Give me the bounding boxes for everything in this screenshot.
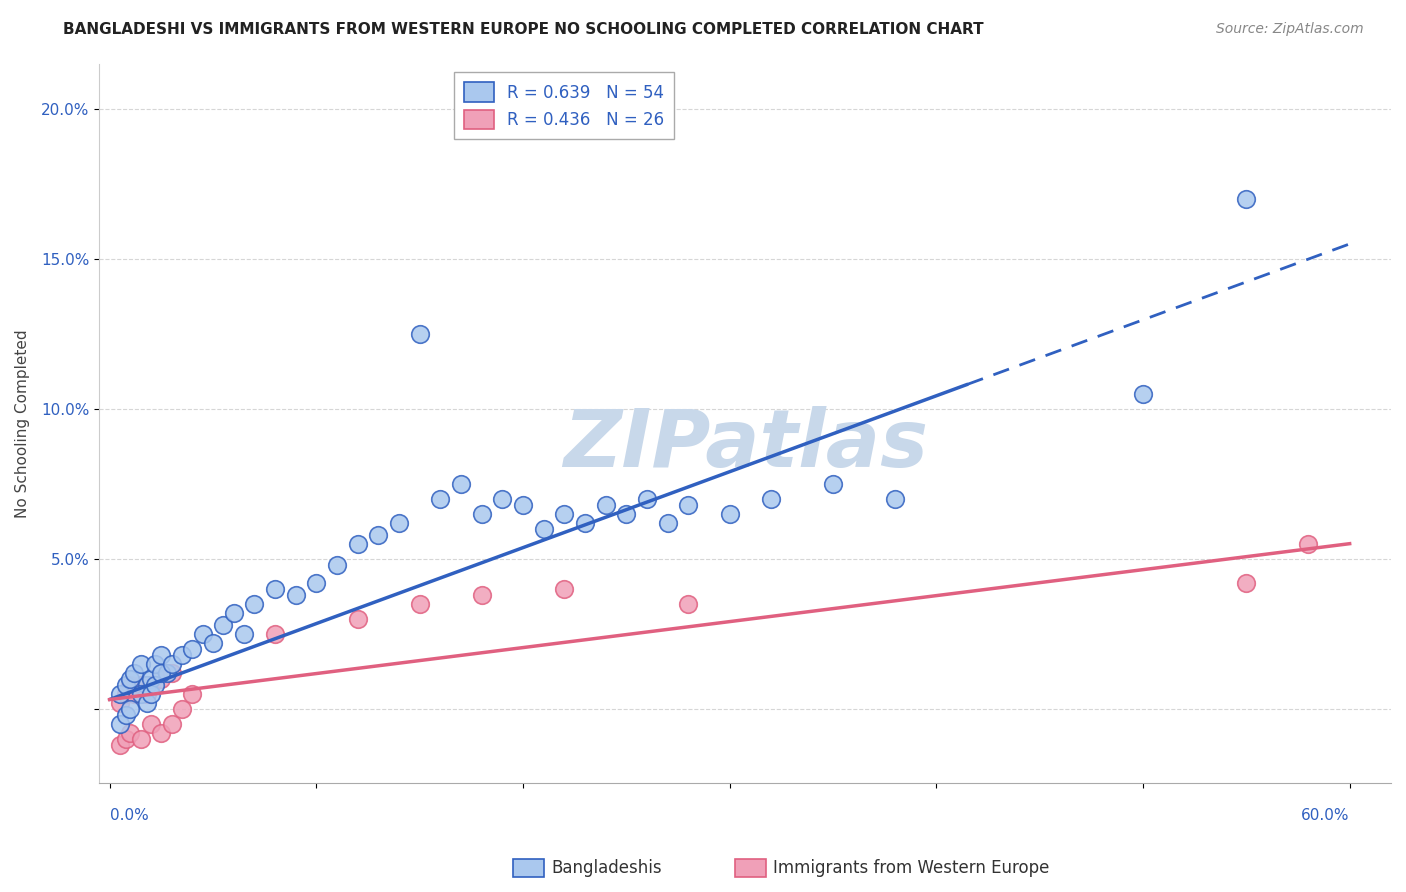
Point <box>471 588 494 602</box>
Point <box>129 687 152 701</box>
Point <box>129 657 152 671</box>
Point <box>170 701 193 715</box>
Point <box>139 716 162 731</box>
Point <box>512 498 534 512</box>
Point <box>129 677 152 691</box>
Point <box>150 648 173 662</box>
Point <box>388 516 411 530</box>
Point <box>232 626 254 640</box>
Point <box>367 527 389 541</box>
Point <box>135 687 157 701</box>
Point <box>884 491 907 506</box>
Point <box>429 491 451 506</box>
Point <box>135 677 157 691</box>
Text: Immigrants from Western Europe: Immigrants from Western Europe <box>773 859 1050 877</box>
Point <box>471 507 494 521</box>
Point <box>678 597 700 611</box>
Point <box>243 597 266 611</box>
Point <box>201 635 224 649</box>
Point <box>264 582 287 596</box>
Point <box>120 725 142 739</box>
Point <box>614 507 637 521</box>
Point <box>150 672 173 686</box>
Point <box>821 476 844 491</box>
Point <box>156 665 179 680</box>
Point <box>264 626 287 640</box>
Point <box>120 672 142 686</box>
Point <box>222 606 245 620</box>
Point <box>108 696 131 710</box>
Point <box>491 491 513 506</box>
Point <box>346 612 368 626</box>
Point <box>191 626 214 640</box>
Point <box>115 707 138 722</box>
Point <box>150 725 173 739</box>
Point <box>108 687 131 701</box>
Point <box>574 516 596 530</box>
Point <box>181 641 204 656</box>
Point <box>108 716 131 731</box>
Text: Source: ZipAtlas.com: Source: ZipAtlas.com <box>1216 22 1364 37</box>
Point <box>139 687 162 701</box>
Point <box>595 498 617 512</box>
Point <box>553 582 575 596</box>
Point <box>678 498 700 512</box>
Text: 0.0%: 0.0% <box>110 808 148 823</box>
Point <box>108 738 131 752</box>
Point <box>124 687 146 701</box>
Point <box>139 672 162 686</box>
Point <box>636 491 658 506</box>
Point <box>135 696 157 710</box>
Point <box>408 326 430 341</box>
Point <box>718 507 741 521</box>
Point <box>450 476 472 491</box>
Point <box>1234 575 1257 590</box>
Text: Bangladeshis: Bangladeshis <box>551 859 662 877</box>
Point <box>120 701 142 715</box>
Point <box>160 657 183 671</box>
Point <box>305 575 328 590</box>
Point <box>533 522 555 536</box>
Text: ZIPatlas: ZIPatlas <box>562 407 928 484</box>
Text: 60.0%: 60.0% <box>1301 808 1350 823</box>
Point <box>150 665 173 680</box>
Point <box>326 558 349 572</box>
Point <box>160 665 183 680</box>
Y-axis label: No Schooling Completed: No Schooling Completed <box>15 329 30 518</box>
Point <box>115 677 138 691</box>
Point <box>139 677 162 691</box>
Point <box>115 687 138 701</box>
Point <box>143 657 166 671</box>
Point <box>1234 192 1257 206</box>
Point <box>284 588 307 602</box>
Point <box>143 677 166 691</box>
Point <box>408 597 430 611</box>
Point <box>1298 536 1320 550</box>
Point <box>129 731 152 746</box>
Point <box>160 716 183 731</box>
Point <box>553 507 575 521</box>
Point <box>1132 386 1154 401</box>
Text: BANGLADESHI VS IMMIGRANTS FROM WESTERN EUROPE NO SCHOOLING COMPLETED CORRELATION: BANGLADESHI VS IMMIGRANTS FROM WESTERN E… <box>63 22 984 37</box>
Point <box>212 617 235 632</box>
Point <box>124 665 146 680</box>
Point <box>657 516 679 530</box>
Point <box>759 491 782 506</box>
Point <box>181 687 204 701</box>
Point <box>170 648 193 662</box>
Point <box>346 536 368 550</box>
Point <box>120 677 142 691</box>
Legend: R = 0.639   N = 54, R = 0.436   N = 26: R = 0.639 N = 54, R = 0.436 N = 26 <box>454 72 675 139</box>
Point <box>115 731 138 746</box>
